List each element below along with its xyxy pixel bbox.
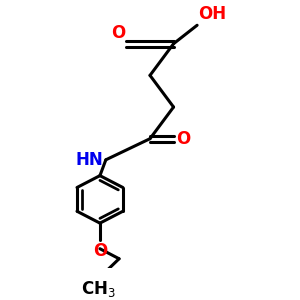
Text: CH$_3$: CH$_3$: [81, 278, 116, 298]
Text: O: O: [111, 24, 125, 42]
Text: O: O: [93, 242, 107, 260]
Text: OH: OH: [199, 5, 227, 23]
Text: HN: HN: [76, 151, 103, 169]
Text: O: O: [176, 130, 190, 148]
